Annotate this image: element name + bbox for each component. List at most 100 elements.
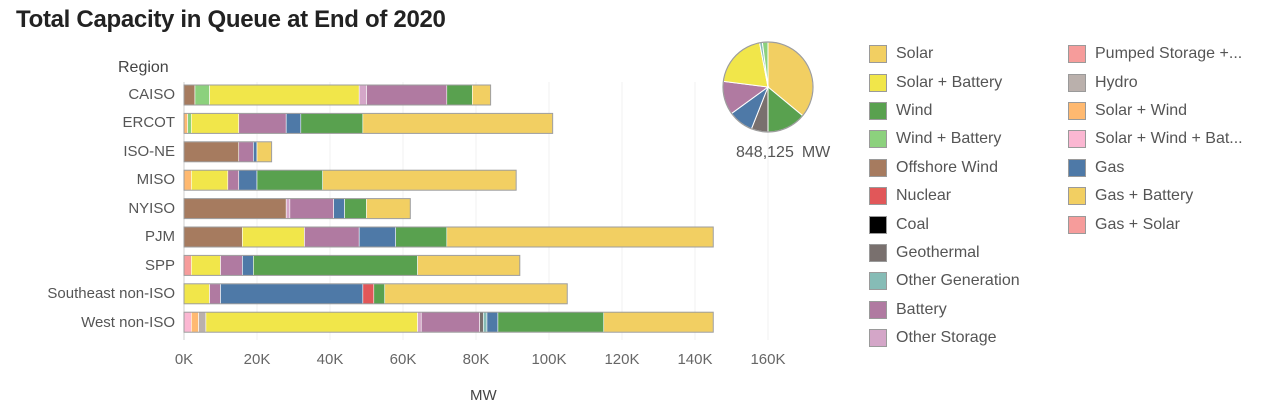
bar-segment-ercot-wind[interactable]: [300, 113, 364, 134]
bar-segment-ercot-gas[interactable]: [285, 113, 302, 134]
bar-segment-nyiso-other-storage[interactable]: [285, 198, 291, 219]
bar-segment-miso-battery[interactable]: [227, 169, 240, 191]
x-tick-label: 100K: [531, 351, 566, 368]
legend-item-gas-battery[interactable]: Gas + Battery: [1068, 182, 1243, 210]
bar-segment-ercot-solar[interactable]: [362, 113, 553, 134]
legend-item-coal[interactable]: Coal: [869, 210, 1020, 238]
bar-segment-pjm-solar[interactable]: [446, 226, 714, 248]
bar-segment-southeast-non-iso-nuclear[interactable]: [362, 283, 375, 305]
bar-segment-spp-gas[interactable]: [242, 255, 254, 276]
legend-item-solar[interactable]: Solar: [869, 40, 1020, 68]
bar-segment-southeast-non-iso-wind[interactable]: [373, 283, 386, 305]
bar-segment-west-non-iso-solar-battery[interactable]: [205, 311, 418, 333]
bar-outline-nyiso: [183, 198, 411, 220]
legend-item-battery[interactable]: Battery: [869, 296, 1020, 324]
bar-segment-caiso-solar-battery[interactable]: [209, 84, 360, 106]
bar-segment-miso-solar-wind[interactable]: [183, 169, 192, 191]
bar-segment-spp-solar[interactable]: [417, 255, 521, 276]
bar-segment-spp-battery[interactable]: [220, 255, 243, 276]
bar-segment-caiso-offshore-wind[interactable]: [183, 84, 196, 106]
bar-segment-ercot-solar-battery[interactable]: [191, 113, 240, 134]
bar-segment-miso-solar-battery[interactable]: [191, 169, 229, 191]
legend-label: Gas + Solar: [1095, 215, 1180, 233]
bar-segment-southeast-non-iso-solar[interactable]: [384, 283, 568, 305]
bar-segment-iso-ne-battery[interactable]: [238, 141, 254, 163]
bar-segment-nyiso-wind[interactable]: [344, 198, 367, 219]
bar-segment-miso-wind[interactable]: [256, 169, 323, 191]
bar-segment-iso-ne-gas[interactable]: [253, 141, 258, 163]
bar-segment-nyiso-battery[interactable]: [289, 198, 334, 219]
legend-swatch: [869, 187, 887, 206]
bar-segment-spp-gas-solar[interactable]: [183, 255, 192, 276]
legend-item-other-generation[interactable]: Other Generation: [869, 267, 1020, 295]
x-tick-label: 120K: [604, 351, 639, 368]
legend-swatch: [869, 130, 887, 149]
legend-item-wind-battery[interactable]: Wind + Battery: [869, 125, 1020, 153]
bar-segment-iso-ne-solar[interactable]: [256, 141, 272, 163]
legend-label: Other Generation: [896, 272, 1020, 290]
bar-segment-spp-solar-battery[interactable]: [191, 255, 221, 276]
bar-segment-spp-wind[interactable]: [253, 255, 418, 276]
legend-item-solar-battery[interactable]: Solar + Battery: [869, 68, 1020, 96]
y-axis-title: Region: [118, 59, 169, 76]
x-axis-ticks: 0K 20K 40K 60K 80K 100K 120K 140K 160K: [175, 351, 786, 368]
bar-segment-west-non-iso-solar-wind-bat[interactable]: [183, 311, 192, 333]
bar-segment-southeast-non-iso-solar-battery[interactable]: [183, 283, 210, 305]
bar-segment-miso-gas[interactable]: [238, 169, 258, 191]
x-tick-label: 0K: [175, 351, 193, 368]
bar-segment-caiso-wind[interactable]: [446, 84, 473, 106]
legend-item-geothermal[interactable]: Geothermal: [869, 239, 1020, 267]
bar-segment-caiso-solar[interactable]: [472, 84, 491, 106]
bar-segment-west-non-iso-gas[interactable]: [486, 311, 499, 333]
legend-label: Offshore Wind: [896, 158, 998, 176]
legend-item-pumped-storage[interactable]: Pumped Storage +...: [1068, 40, 1243, 68]
bar-segment-west-non-iso-hydro[interactable]: [198, 311, 207, 333]
bar-segment-pjm-gas[interactable]: [358, 226, 397, 248]
bar-segment-west-non-iso-solar-wind[interactable]: [191, 311, 199, 333]
legend-swatch: [869, 215, 887, 234]
legend-swatch: [1068, 130, 1086, 149]
legend-item-offshore-wind[interactable]: Offshore Wind: [869, 154, 1020, 182]
bar-segment-iso-ne-offshore-wind[interactable]: [183, 141, 240, 163]
bar-segment-ercot-battery[interactable]: [238, 113, 287, 134]
bar-segment-pjm-solar-battery[interactable]: [242, 226, 305, 248]
bar-segment-nyiso-solar[interactable]: [366, 198, 411, 219]
legend-label: Pumped Storage +...: [1095, 45, 1243, 63]
legend-item-wind[interactable]: Wind: [869, 97, 1020, 125]
legend-item-gas-solar[interactable]: Gas + Solar: [1068, 210, 1243, 238]
bar-segment-caiso-battery[interactable]: [366, 84, 448, 106]
region-label: MISO: [136, 171, 175, 188]
pie-total-unit: MW: [801, 144, 831, 161]
bar-segment-nyiso-gas[interactable]: [333, 198, 345, 219]
bar-segment-miso-solar[interactable]: [322, 169, 517, 191]
bar-segment-nyiso-offshore-wind[interactable]: [183, 198, 287, 219]
legend-item-other-storage[interactable]: Other Storage: [869, 324, 1020, 352]
bar-segment-caiso-wind-battery[interactable]: [194, 84, 210, 106]
bar-segment-pjm-offshore-wind[interactable]: [183, 226, 243, 248]
bar-segment-west-non-iso-geothermal[interactable]: [479, 311, 484, 333]
legend-item-nuclear[interactable]: Nuclear: [869, 182, 1020, 210]
bar-segment-west-non-iso-solar[interactable]: [603, 311, 714, 333]
legend-item-hydro[interactable]: Hydro: [1068, 68, 1243, 96]
legend-label: Nuclear: [896, 187, 952, 205]
region-label: PJM: [145, 228, 175, 245]
legend-item-solar-wind[interactable]: Solar + Wind: [1068, 97, 1243, 125]
x-tick-label: 20K: [244, 351, 271, 368]
bar-segment-southeast-non-iso-gas[interactable]: [220, 283, 364, 305]
bar-segment-west-non-iso-battery[interactable]: [420, 311, 480, 333]
legend-item-gas[interactable]: Gas: [1068, 154, 1243, 182]
bar-segment-pjm-wind[interactable]: [395, 226, 448, 248]
legend-swatch: [869, 73, 887, 92]
bar-segment-ercot-wind-battery[interactable]: [187, 113, 192, 134]
region-label: ISO-NE: [123, 143, 175, 160]
x-axis-title: MW: [470, 387, 497, 404]
bar-segment-west-non-iso-other-storage[interactable]: [417, 311, 422, 333]
bar-segment-pjm-battery[interactable]: [304, 226, 360, 248]
bar-segment-ercot-solar-wind[interactable]: [183, 113, 188, 134]
bar-segment-southeast-non-iso-battery[interactable]: [209, 283, 221, 305]
legend-item-solar-wind-battery[interactable]: Solar + Wind + Bat...: [1068, 125, 1243, 153]
bar-segment-west-non-iso-wind[interactable]: [497, 311, 605, 333]
bar-segment-west-non-iso-other-generation[interactable]: [482, 311, 488, 333]
bar-segment-caiso-other-storage[interactable]: [358, 84, 367, 106]
